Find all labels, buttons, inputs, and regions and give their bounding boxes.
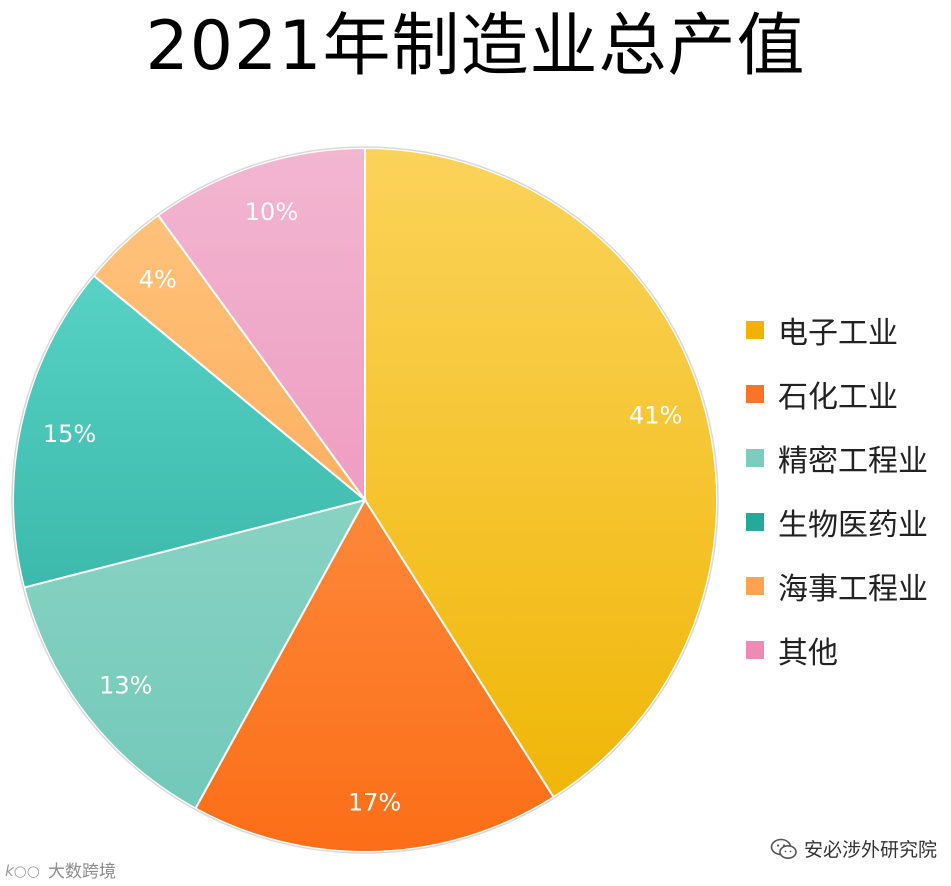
pie-slice — [22, 498, 367, 810]
legend-swatch — [746, 577, 764, 595]
pie-rim — [11, 146, 719, 854]
legend-label: 其他 — [778, 636, 838, 671]
slice-label: 10% — [245, 198, 298, 226]
pie-slice — [194, 498, 555, 853]
legend-label: 生物医药业 — [778, 508, 928, 543]
watermark-logo-icon: k○○ — [5, 862, 40, 880]
source-text: 安必涉外研究院 — [803, 839, 937, 861]
slice-label: 13% — [99, 672, 152, 700]
legend-item: 生物医药业 — [746, 490, 928, 554]
legend-item: 海事工程业 — [746, 554, 928, 618]
svg-text:k○○: k○○ — [5, 862, 40, 880]
legend-swatch — [746, 321, 764, 339]
legend-label: 海事工程业 — [778, 572, 928, 607]
legend-swatch — [746, 385, 764, 403]
legend: 电子工业 石化工业 精密工程业 生物医药业 海事工程业 其他 — [746, 298, 928, 682]
chart-title: 2021年制造业总产值 — [145, 7, 806, 86]
legend-item: 电子工业 — [746, 298, 928, 362]
watermark-text: 大数跨境 — [48, 862, 116, 882]
legend-item: 其他 — [746, 618, 928, 682]
legend-label: 电子工业 — [778, 316, 898, 351]
slice-label: 41% — [629, 402, 682, 430]
pie-slice — [12, 274, 368, 589]
legend-swatch — [746, 641, 764, 659]
legend-swatch — [746, 513, 764, 531]
legend-item: 石化工业 — [746, 362, 928, 426]
slice-label: 4% — [139, 265, 177, 293]
source-credit: 安必涉外研究院 — [770, 835, 937, 862]
wechat-icon — [770, 838, 797, 859]
watermark: k○○ 大数跨境 — [4, 857, 116, 883]
pie-slice — [156, 146, 366, 504]
legend-swatch — [746, 449, 764, 467]
slice-label: 15% — [43, 420, 96, 448]
legend-label: 精密工程业 — [778, 444, 928, 479]
pie-slice — [364, 146, 718, 799]
legend-item: 精密工程业 — [746, 426, 928, 490]
slice-label: 17% — [348, 789, 401, 817]
legend-label: 石化工业 — [778, 380, 898, 415]
